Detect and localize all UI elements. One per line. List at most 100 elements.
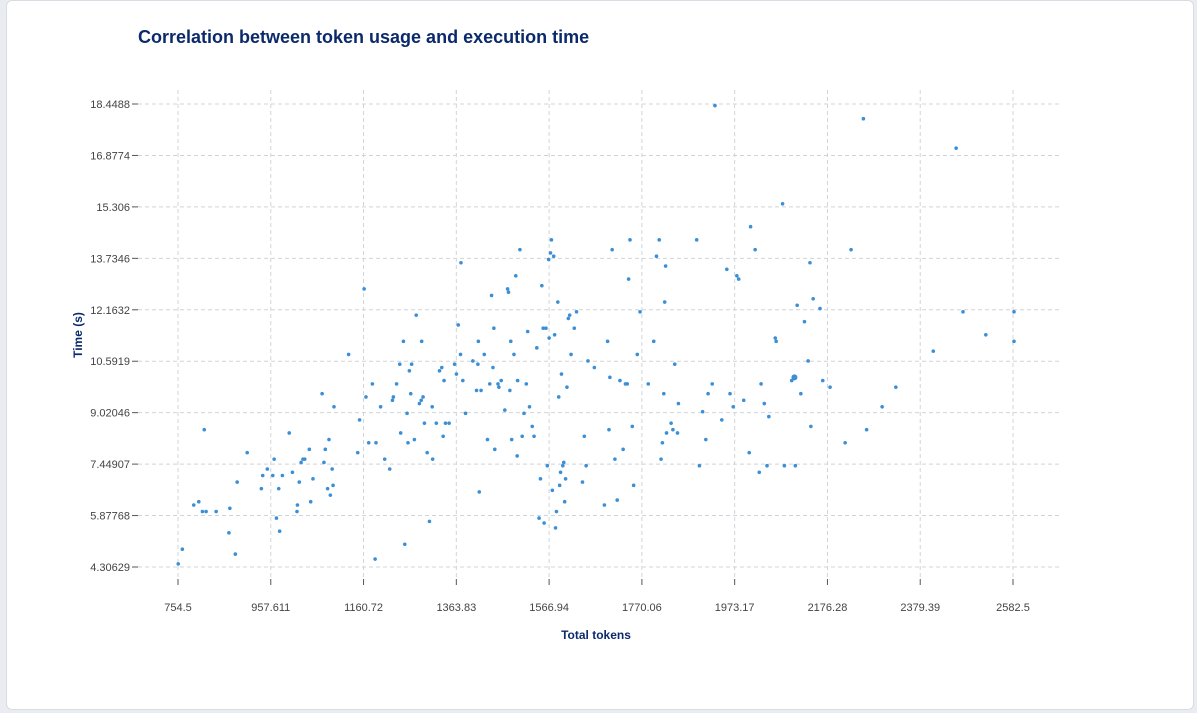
data-point [270, 473, 275, 478]
data-point [330, 467, 334, 471]
data-point [485, 437, 490, 442]
data-point [545, 463, 550, 468]
data-point [728, 391, 732, 396]
data-point [378, 404, 383, 409]
data-point [747, 450, 752, 455]
data-point [538, 477, 543, 481]
data-point [541, 326, 545, 331]
data-point [402, 542, 407, 547]
data-point [563, 477, 568, 481]
data-point [663, 264, 668, 268]
data-point [496, 382, 500, 386]
data-point [550, 488, 555, 493]
data-point [542, 521, 546, 525]
data-point [265, 467, 270, 471]
data-point [556, 300, 560, 304]
data-point [706, 391, 710, 396]
data-point [554, 509, 559, 514]
y-tick-label: 10.5919 [90, 356, 130, 368]
x-tick-label: 1363.83 [436, 602, 476, 614]
data-point [621, 447, 625, 452]
highlighted-data-point [791, 374, 798, 381]
data-point [532, 434, 536, 439]
data-point [430, 457, 435, 461]
data-point [430, 404, 434, 409]
data-point [325, 486, 330, 491]
data-point [307, 447, 312, 452]
data-point [458, 352, 463, 357]
data-point [675, 431, 680, 435]
data-point [492, 326, 496, 331]
data-point [417, 401, 422, 406]
data-point [407, 368, 412, 373]
data-point [849, 247, 853, 252]
x-tick-label: 2176.28 [808, 602, 848, 614]
data-point [406, 441, 410, 445]
data-point [559, 372, 564, 376]
data-point [765, 463, 769, 468]
data-point [408, 391, 413, 396]
y-tick-label: 16.8774 [90, 150, 130, 162]
chart-card: Correlation between token usage and exec… [6, 0, 1194, 710]
data-point [461, 378, 465, 383]
data-point [759, 382, 763, 386]
data-point [694, 238, 699, 242]
data-point [530, 424, 535, 429]
data-point [355, 450, 360, 455]
data-point [373, 557, 377, 561]
data-point [762, 401, 767, 406]
x-tick-label: 2582.5 [996, 602, 1030, 614]
data-point [427, 519, 432, 524]
data-point [412, 437, 417, 442]
data-point [582, 434, 587, 439]
data-point [434, 421, 439, 425]
data-point [662, 300, 667, 304]
data-point [795, 303, 799, 308]
data-point [565, 385, 569, 389]
data-point [456, 323, 461, 327]
data-point [828, 385, 832, 389]
data-point [961, 310, 965, 314]
data-point [894, 385, 898, 389]
data-point [499, 378, 503, 383]
data-point [515, 454, 519, 458]
data-point [808, 260, 812, 265]
data-point [233, 552, 238, 556]
data-point [799, 391, 803, 396]
data-point [1012, 310, 1016, 314]
x-tick-label: 1770.06 [622, 602, 662, 614]
data-point [638, 310, 642, 314]
data-point [567, 313, 572, 317]
data-point [811, 296, 815, 301]
data-point [370, 382, 375, 386]
data-point [592, 365, 597, 370]
data-point [476, 339, 481, 344]
data-point [569, 352, 573, 357]
data-point [299, 460, 303, 465]
y-tick-label: 12.1632 [90, 305, 130, 317]
y-tick-label: 4.30629 [90, 562, 130, 574]
data-point [442, 378, 446, 383]
data-point [454, 372, 459, 376]
data-point [630, 424, 635, 429]
data-point [491, 365, 495, 370]
data-point [280, 473, 285, 478]
data-point [522, 411, 526, 416]
data-point [524, 382, 529, 386]
y-tick-label: 5.87768 [90, 511, 130, 523]
data-point [425, 450, 429, 455]
data-point [608, 375, 612, 380]
data-point [513, 274, 518, 278]
data-point [954, 146, 958, 150]
data-point [660, 441, 665, 445]
data-point [228, 506, 232, 511]
x-tick-label: 1566.94 [529, 602, 569, 614]
data-point [441, 434, 445, 439]
data-point [320, 391, 324, 396]
data-point [544, 326, 548, 331]
data-point [615, 498, 619, 502]
data-point [245, 450, 250, 455]
data-point [180, 547, 185, 551]
data-point [735, 274, 739, 278]
